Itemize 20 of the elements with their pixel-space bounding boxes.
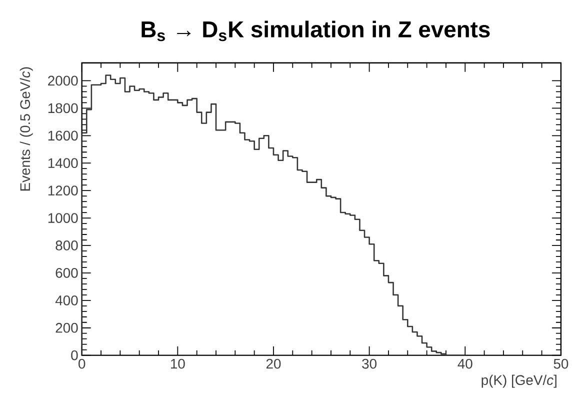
- y-tick-label: 0: [71, 350, 78, 360]
- y-tick-label: 1600: [48, 130, 78, 140]
- y-tick-label: 1000: [48, 212, 78, 223]
- y-tick-label: 600: [56, 268, 78, 278]
- y-tick-label: 1400: [48, 158, 78, 168]
- y-tick-label: 200: [56, 322, 78, 333]
- x-axis-title: p(K) [GeV/c]: [482, 374, 556, 388]
- y-tick-label: 400: [55, 295, 78, 306]
- x-tick-label: 10: [170, 358, 185, 369]
- y-tick-label: 800: [56, 240, 78, 250]
- y-tick-label: 1800: [48, 103, 78, 114]
- y-tick-label: 2000: [48, 76, 78, 86]
- x-tick-label: 20: [266, 358, 281, 369]
- chart-title: B$_{s}$ → D$_{s}$K simulation in Z events: [142, 20, 490, 42]
- x-tick-label: 0: [78, 358, 86, 369]
- x-tick-label: 50: [554, 358, 568, 369]
- x-tick-label: 30: [362, 358, 377, 369]
- x-tick-label: 40: [458, 358, 472, 369]
- y-axis-title: Events / (0.5 GeV/c): [20, 67, 33, 190]
- y-tick-label: 1200: [48, 186, 78, 196]
